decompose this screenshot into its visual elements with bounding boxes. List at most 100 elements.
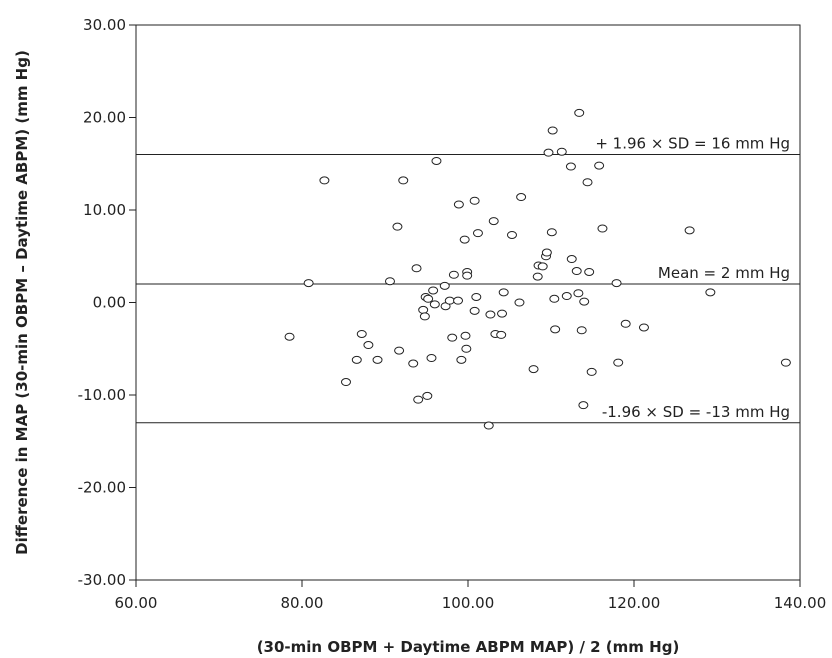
data-point xyxy=(284,332,295,341)
data-point xyxy=(556,147,567,156)
data-point xyxy=(422,391,433,400)
y-tick-label: -30.00 xyxy=(78,571,126,589)
data-point xyxy=(448,270,459,279)
data-point xyxy=(582,178,593,187)
data-point xyxy=(418,305,429,314)
data-point xyxy=(546,228,557,237)
x-tick-label: 60.00 xyxy=(115,594,158,612)
data-point xyxy=(485,310,496,319)
data-point xyxy=(461,344,472,353)
data-point xyxy=(571,267,582,276)
data-point xyxy=(459,235,470,244)
y-axis-ticks: 30.00 20.00 10.00 0.00 -10.00 -20.00 -30.00 xyxy=(78,16,136,589)
data-point xyxy=(578,401,589,410)
data-point xyxy=(460,331,471,340)
data-point xyxy=(483,421,494,430)
data-point xyxy=(514,298,525,307)
y-tick-label: 30.00 xyxy=(83,16,126,34)
data-point xyxy=(496,330,507,339)
data-point xyxy=(488,217,499,226)
data-point xyxy=(584,267,595,276)
data-point xyxy=(547,126,558,135)
data-point xyxy=(516,193,527,202)
reference-line-label: + 1.96 × SD = 16 mm Hg xyxy=(595,135,790,153)
data-points xyxy=(284,108,791,430)
data-point xyxy=(439,281,450,290)
data-point xyxy=(372,355,383,364)
data-point xyxy=(423,294,434,303)
data-point xyxy=(356,329,367,338)
data-point xyxy=(613,358,624,367)
data-point xyxy=(469,196,480,205)
data-point xyxy=(428,286,439,295)
data-point xyxy=(426,354,437,362)
data-point xyxy=(384,277,395,286)
data-point xyxy=(351,355,362,364)
reference-line-label: Mean = 2 mm Hg xyxy=(658,264,790,282)
data-point xyxy=(453,200,464,209)
data-point xyxy=(537,262,548,271)
y-tick-label: 10.00 xyxy=(83,201,126,219)
x-tick-label: 80.00 xyxy=(281,594,324,612)
data-point xyxy=(780,358,791,367)
x-tick-label: 100.00 xyxy=(442,594,495,612)
data-point xyxy=(579,297,590,306)
y-tick-label: -20.00 xyxy=(78,479,126,497)
data-point xyxy=(550,325,561,334)
data-point xyxy=(594,161,605,170)
data-point xyxy=(429,300,440,309)
data-point xyxy=(574,108,585,117)
x-tick-label: 140.00 xyxy=(774,594,827,612)
x-tick-label: 120.00 xyxy=(608,594,661,612)
data-point xyxy=(528,365,539,374)
y-tick-label: 0.00 xyxy=(93,294,126,312)
data-point xyxy=(576,326,587,335)
data-point xyxy=(498,288,509,297)
data-point xyxy=(444,296,455,305)
data-point xyxy=(431,156,442,165)
data-point xyxy=(565,162,576,171)
y-tick-label: 20.00 xyxy=(83,109,126,127)
data-point xyxy=(394,346,405,355)
data-point xyxy=(561,292,572,301)
data-point xyxy=(462,271,473,280)
data-point xyxy=(541,248,552,257)
x-axis-title: (30-min OBPM + Daytime ABPM MAP) / 2 (mm… xyxy=(257,638,680,656)
data-point xyxy=(684,226,695,235)
x-axis-ticks: 60.00 80.00 100.00 120.00 140.00 xyxy=(115,580,827,612)
y-tick-label: -10.00 xyxy=(78,386,126,404)
data-point xyxy=(456,355,467,364)
data-point xyxy=(419,312,430,321)
data-point xyxy=(392,222,403,231)
y-axis-title: Difference in MAP (30-min OBPM – Daytime… xyxy=(13,50,31,555)
data-point xyxy=(363,341,374,350)
data-point xyxy=(586,367,597,376)
data-point xyxy=(472,229,483,238)
data-point xyxy=(413,395,424,404)
data-point xyxy=(611,279,622,288)
data-point xyxy=(319,176,330,185)
data-point xyxy=(469,306,480,315)
data-point xyxy=(566,255,577,264)
data-point xyxy=(597,224,608,233)
y-axis-title-group: Difference in MAP (30-min OBPM – Daytime… xyxy=(13,50,31,555)
plot-area-frame xyxy=(135,24,801,581)
data-point xyxy=(497,309,508,318)
reference-line-label: -1.96 × SD = -13 mm Hg xyxy=(602,403,790,421)
data-point xyxy=(303,279,314,288)
data-point xyxy=(447,333,458,342)
data-point xyxy=(340,378,351,387)
data-point xyxy=(549,294,560,303)
data-point xyxy=(398,176,409,185)
data-point xyxy=(506,230,517,239)
data-point xyxy=(573,289,584,298)
data-point xyxy=(705,288,716,297)
data-point xyxy=(543,148,554,157)
data-point xyxy=(532,272,543,281)
data-point xyxy=(411,264,422,273)
data-point xyxy=(453,296,464,305)
reference-lines: + 1.96 × SD = 16 mm Hg Mean = 2 mm Hg -1.9… xyxy=(136,135,800,424)
data-point xyxy=(408,359,419,368)
data-point xyxy=(471,292,482,301)
